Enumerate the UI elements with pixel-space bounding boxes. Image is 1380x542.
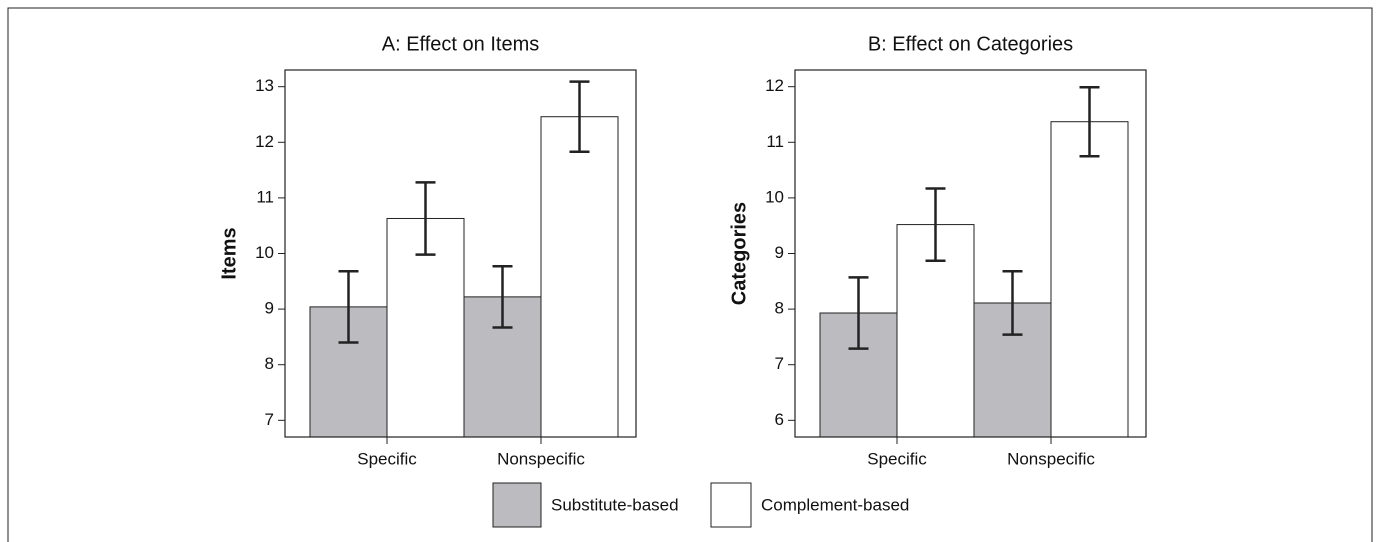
y-tick-label: 10 [255, 243, 274, 262]
legend-label: Complement-based [761, 495, 909, 514]
error-bar [1002, 270, 1023, 336]
y-tick-label: 9 [265, 299, 274, 318]
x-tick-label: Specific [867, 449, 927, 468]
y-tick-label: 8 [775, 299, 784, 318]
bar [1050, 121, 1129, 438]
y-tick-label: 10 [765, 187, 784, 206]
x-tick-label: Specific [357, 449, 417, 468]
chart-title: B: Effect on Categories [868, 33, 1073, 55]
x-tick-label: Nonspecific [497, 449, 585, 468]
plot-frame [284, 69, 637, 438]
chart-title: A: Effect on Items [382, 33, 539, 55]
error-bar [415, 181, 436, 256]
error-bar [848, 276, 869, 350]
plot-frame [794, 69, 1147, 438]
y-tick-label: 13 [255, 76, 274, 95]
y-tick-label: 11 [766, 132, 784, 151]
bar [540, 116, 619, 438]
y-axis-label: Items [218, 227, 240, 279]
error-bar [492, 265, 513, 329]
y-tick-label: 12 [765, 76, 784, 95]
y-axis-label: Categories [728, 202, 750, 305]
error-bar [925, 187, 946, 262]
y-tick-label: 6 [775, 410, 784, 429]
frame [7, 7, 1373, 542]
legend-swatch [492, 482, 542, 528]
y-tick-label: 8 [265, 354, 274, 373]
y-tick-label: 9 [775, 243, 784, 262]
error-bar [569, 80, 590, 153]
y-tick-label: 12 [255, 132, 274, 151]
x-tick-label: Nonspecific [1007, 449, 1095, 468]
error-bar [338, 270, 359, 344]
y-tick-label: 7 [775, 354, 784, 373]
y-tick-label: 7 [265, 410, 274, 429]
y-tick-label: 11 [256, 187, 274, 206]
error-bar [1079, 85, 1100, 158]
legend-label: Substitute-based [551, 495, 679, 514]
legend-swatch [710, 482, 752, 528]
